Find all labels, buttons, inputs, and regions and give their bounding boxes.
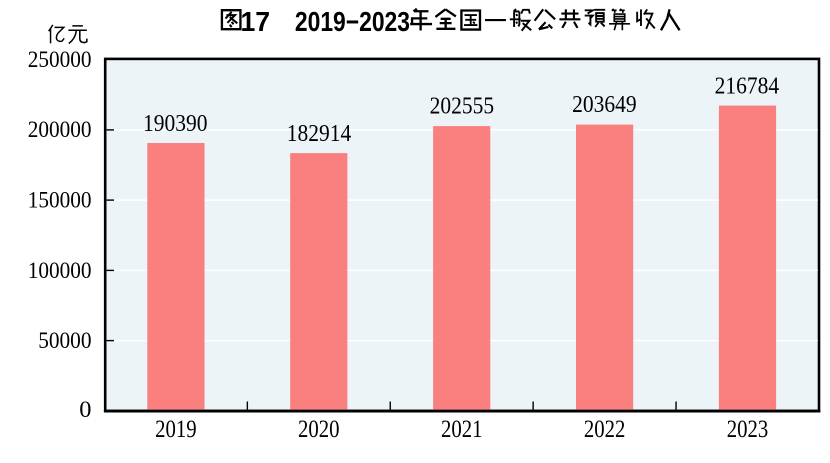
svg-text:2020: 2020 <box>298 416 340 443</box>
svg-text:2021: 2021 <box>441 416 483 443</box>
svg-text:0: 0 <box>79 397 91 423</box>
svg-text:202555: 202555 <box>430 92 495 119</box>
svg-text:2023: 2023 <box>727 416 769 443</box>
svg-text:203649: 203649 <box>572 91 637 118</box>
svg-text:250000: 250000 <box>28 47 92 73</box>
svg-text:200000: 200000 <box>28 117 92 143</box>
svg-text:150000: 150000 <box>28 188 92 214</box>
svg-text:2022: 2022 <box>584 416 626 443</box>
svg-text:216784: 216784 <box>715 73 780 100</box>
svg-text:100000: 100000 <box>28 258 92 284</box>
svg-text:182914: 182914 <box>287 120 352 147</box>
svg-text:190390: 190390 <box>143 110 208 137</box>
svg-text:17: 17 <box>241 6 271 37</box>
svg-text:2019: 2019 <box>155 416 197 443</box>
svg-text:2019−2023: 2019−2023 <box>295 6 410 37</box>
svg-text:50000: 50000 <box>38 328 91 354</box>
